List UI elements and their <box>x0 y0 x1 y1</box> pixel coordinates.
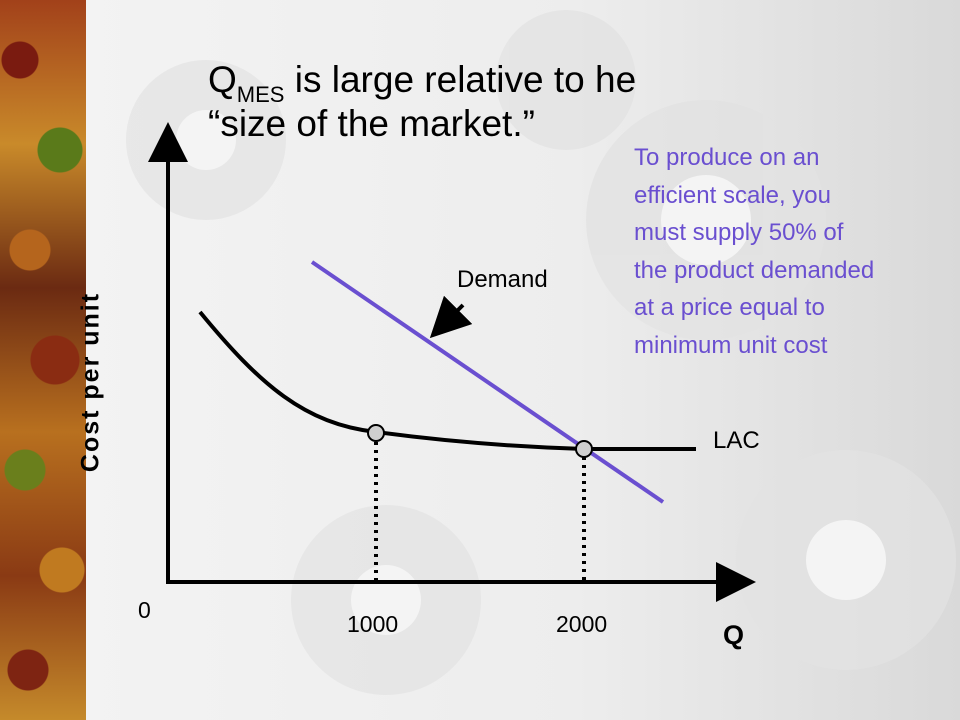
lac-curve <box>198 310 696 451</box>
note-line: efficient scale, you <box>634 181 832 209</box>
efficiency-note: To produce on an efficient scale, you mu… <box>634 139 934 364</box>
note-line: the product demanded <box>634 256 875 284</box>
intersection-point <box>575 440 593 458</box>
title-q: Q <box>208 59 237 100</box>
origin-label: 0 <box>138 597 151 623</box>
qmes-point <box>367 424 385 442</box>
demand-line <box>310 260 665 504</box>
y-axis-label: Cost per unit <box>76 291 105 473</box>
decorative-side-band <box>0 0 86 720</box>
title-line2: “size of the market.” <box>208 103 535 145</box>
note-line: must supply 50% of <box>634 219 844 246</box>
note-line: at a price equal to <box>634 294 825 321</box>
x-axis-label: Q <box>723 620 745 650</box>
x-tick-label: 2000 <box>556 611 608 637</box>
slide-title: QMES is large relative to he “size of th… <box>208 58 768 147</box>
x-tick-label: 1000 <box>347 611 399 637</box>
gear-background-pattern <box>126 10 956 695</box>
title-subscript: MES <box>236 82 285 107</box>
lac-label: LAC <box>713 427 760 454</box>
demand-label: Demand <box>457 266 548 293</box>
note-line: To produce on an <box>634 144 820 171</box>
demand-pointer-arrow <box>429 295 473 339</box>
title-line1-rest: is large relative to he <box>284 59 637 100</box>
note-line: minimum unit cost <box>634 331 828 359</box>
